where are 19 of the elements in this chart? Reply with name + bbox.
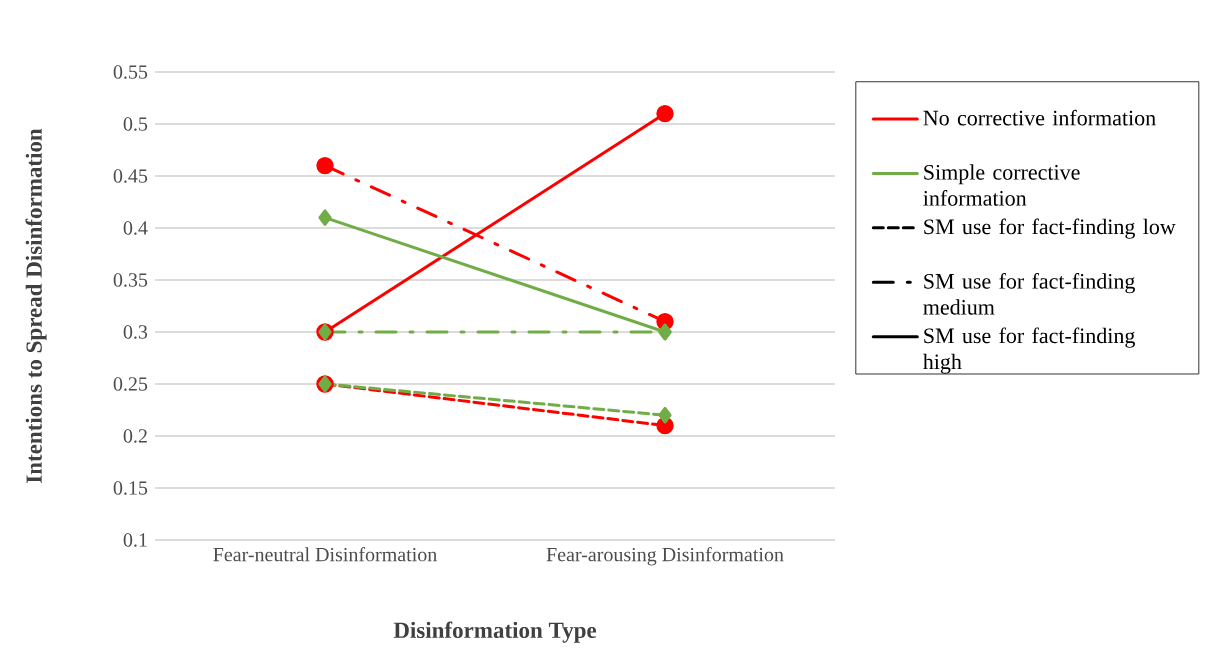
legend-label: SM use for fact-finding low	[924, 218, 1176, 239]
y-tick-label: 0.45	[113, 169, 148, 183]
legend-label: No corrective information	[923, 109, 1156, 126]
y-axis-title: Intentions to Spread Disinformation	[25, 128, 47, 483]
y-tick-label: 0.3	[123, 325, 148, 339]
legend-label: Simple corrective information	[923, 164, 1080, 206]
y-tick-label: 0.4	[123, 221, 148, 235]
y-tick-label: 0.15	[113, 481, 148, 495]
y-tick-label: 0.25	[113, 377, 148, 391]
x-tick-label: Fear-arousing Disinformation	[546, 547, 784, 566]
y-tick-label: 0.2	[123, 429, 147, 443]
y-tick-label: 0.35	[113, 273, 148, 287]
legend-label: SM use for fact-finding high	[923, 327, 1135, 374]
x-tick-label: Fear-neutral Disinformation	[213, 547, 437, 562]
y-tick-label: 0.5	[123, 117, 148, 131]
y-tick-label: 0.1	[123, 533, 147, 547]
y-tick-label: 0.55	[113, 65, 148, 79]
x-axis-title: Disinformation Type	[393, 621, 597, 643]
legend-label: SM use for fact-finding medium	[923, 273, 1135, 315]
